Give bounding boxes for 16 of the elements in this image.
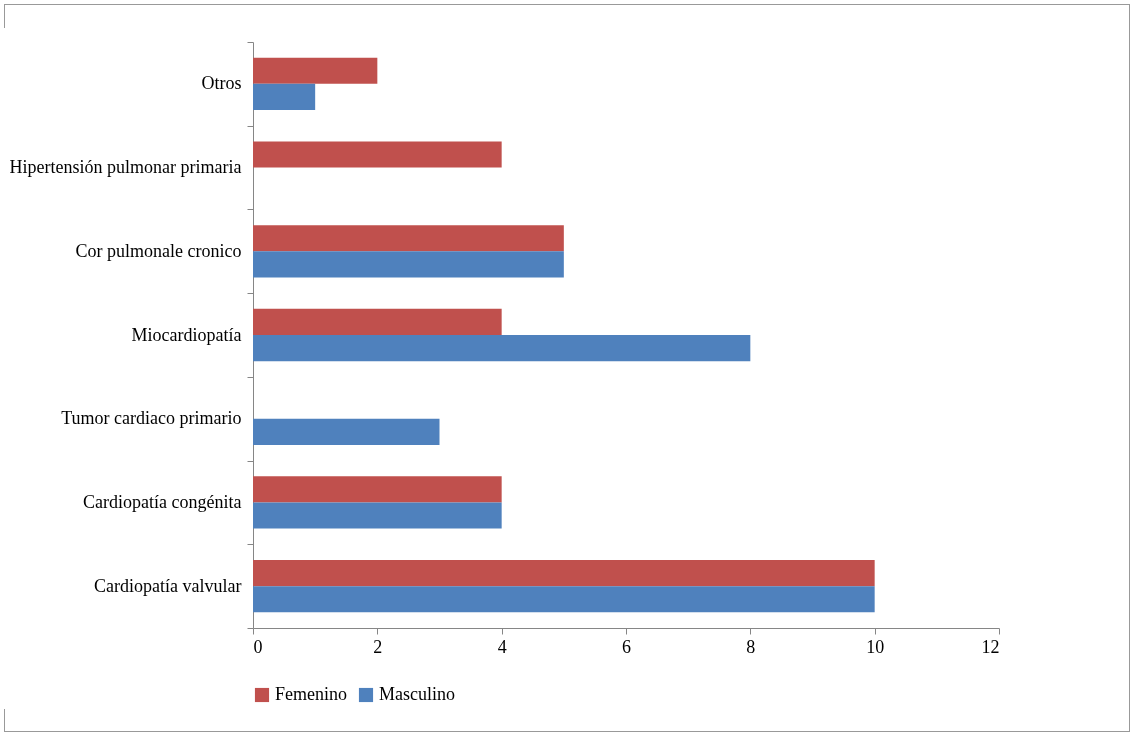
y-tick-label: Miocardiopatía xyxy=(131,324,242,345)
x-tick-label: 0 xyxy=(253,636,263,657)
x-tick-label: 4 xyxy=(497,636,507,657)
x-tick-label: 12 xyxy=(981,636,1000,657)
x-tick-label: 10 xyxy=(866,636,885,657)
y-tick-label: Hipertensión pulmonar primaria xyxy=(9,157,242,178)
legend-label: Femenino xyxy=(275,684,347,704)
y-tick-label: Cor pulmonale cronico xyxy=(75,240,242,261)
y-tick-label: Cardiopatía valvular xyxy=(94,575,242,596)
legend-label: Masculino xyxy=(379,684,455,704)
y-tick-label: Cardiopatía congénita xyxy=(83,491,242,512)
x-tick-label: 6 xyxy=(622,636,631,657)
y-tick-label: Otros xyxy=(201,73,242,94)
x-tick-label: 8 xyxy=(746,636,756,657)
x-tick-label: 2 xyxy=(373,636,383,657)
y-tick-label: Tumor cardiaco primario xyxy=(61,408,242,429)
